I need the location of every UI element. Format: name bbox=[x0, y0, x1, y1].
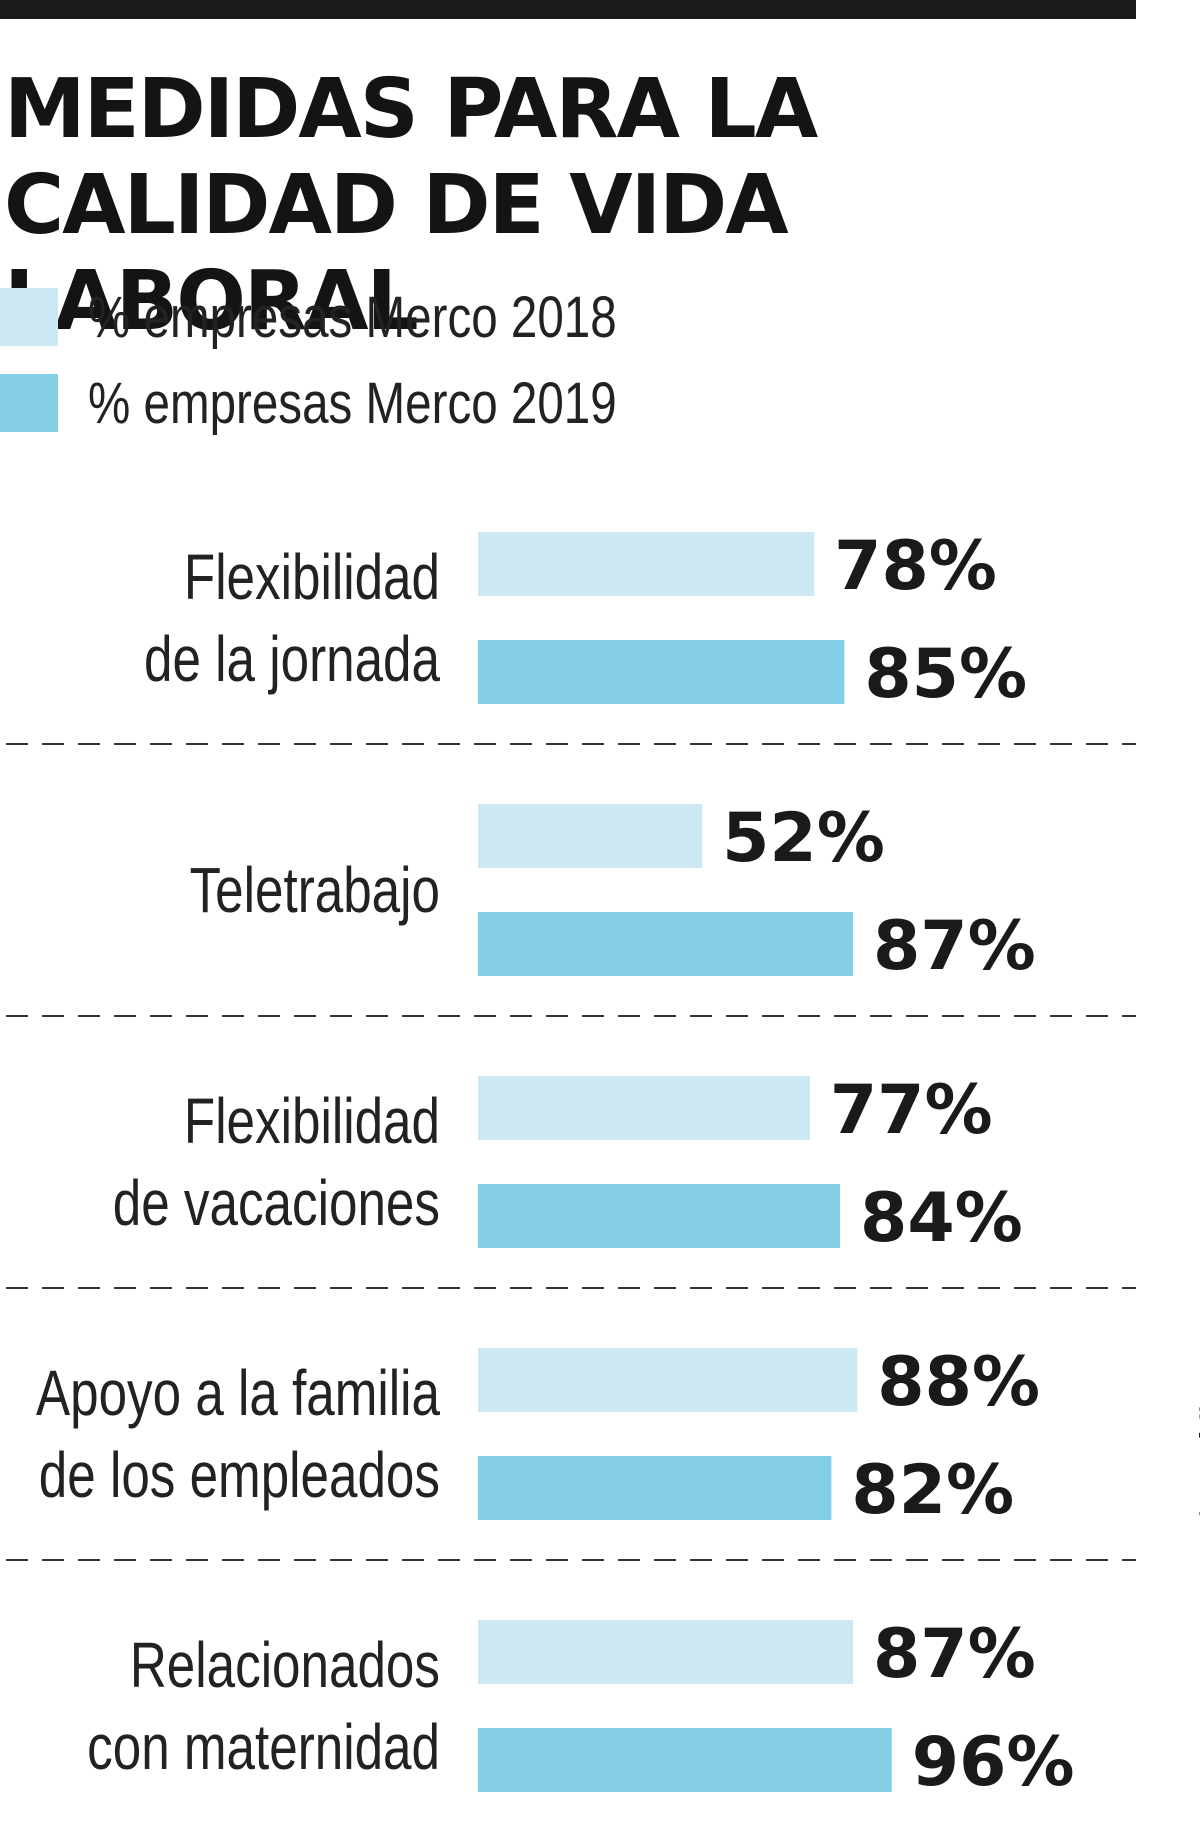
value-label-2019: 96% bbox=[912, 1723, 1075, 1802]
legend-label-2018: % empresas Merco 2018 bbox=[88, 284, 617, 350]
top-rule bbox=[0, 0, 1136, 19]
value-label-2018: 77% bbox=[830, 1071, 993, 1150]
category-label: Teletrabajo bbox=[190, 856, 440, 927]
legend-label-2019: % empresas Merco 2019 bbox=[88, 370, 617, 436]
bar-2018 bbox=[478, 1076, 810, 1140]
bar-2018 bbox=[478, 1348, 858, 1412]
category-label: de los empleados bbox=[39, 1441, 440, 1512]
bar-2018 bbox=[478, 804, 703, 868]
bar-2019 bbox=[478, 912, 853, 976]
bar-2019 bbox=[478, 1456, 832, 1520]
value-label-2018: 78% bbox=[834, 527, 997, 606]
value-label-2019: 87% bbox=[873, 907, 1036, 986]
value-label-2018: 52% bbox=[722, 799, 885, 878]
bar-2019 bbox=[478, 640, 845, 704]
bar-2018 bbox=[478, 532, 815, 596]
legend-swatch-2018 bbox=[0, 288, 58, 346]
legend-item-2018: % empresas Merco 2018 bbox=[0, 284, 733, 350]
bar-2019 bbox=[478, 1728, 892, 1792]
chart-title: MEDIDAS PARA LA CALIDAD DE VIDA LABORAL bbox=[4, 62, 818, 349]
bar-2019 bbox=[478, 1184, 841, 1248]
value-label-2018: 87% bbox=[873, 1615, 1036, 1694]
category-label: con maternidad bbox=[87, 1713, 440, 1784]
value-label-2019: 84% bbox=[860, 1179, 1023, 1258]
legend-item-2019: % empresas Merco 2019 bbox=[0, 370, 733, 436]
value-label-2018: 88% bbox=[877, 1343, 1040, 1422]
category-label: de la jornada bbox=[144, 625, 441, 696]
category-label: Flexibilidad bbox=[184, 1087, 440, 1158]
source-credit: Fuente: Merco / Gráfico: LR-AL bbox=[1192, 1208, 1200, 1820]
category-label: Apoyo a la familia bbox=[36, 1359, 441, 1430]
legend-swatch-2019 bbox=[0, 374, 58, 432]
category-label: Relacionados bbox=[130, 1631, 440, 1702]
value-label-2019: 85% bbox=[864, 635, 1027, 714]
category-label: Flexibilidad bbox=[184, 543, 440, 614]
value-label-2019: 82% bbox=[851, 1451, 1014, 1530]
bar-2018 bbox=[478, 1620, 853, 1684]
category-label: de vacaciones bbox=[113, 1169, 440, 1240]
